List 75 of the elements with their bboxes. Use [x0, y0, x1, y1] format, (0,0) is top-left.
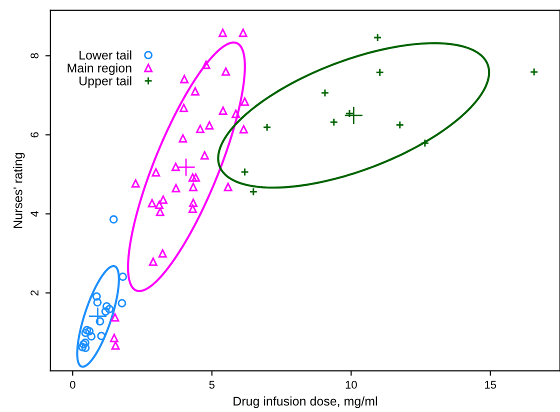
- point: [320, 88, 330, 98]
- point: [189, 182, 198, 192]
- point: [200, 151, 209, 160]
- point: [118, 298, 126, 308]
- point: [202, 60, 210, 70]
- point: [180, 74, 189, 84]
- point: [178, 134, 188, 143]
- point: [96, 317, 104, 326]
- point: [330, 118, 338, 126]
- point: [190, 87, 200, 96]
- point: [180, 104, 188, 112]
- point: [222, 67, 230, 76]
- legend-label: Main region: [68, 63, 132, 75]
- legend-label: Lower tail: [80, 50, 132, 60]
- point: [189, 198, 198, 208]
- point: [238, 28, 248, 38]
- point: [530, 68, 538, 76]
- point: [262, 123, 272, 132]
- point: [92, 292, 101, 301]
- point: [171, 162, 180, 172]
- y-tick-label: 4: [30, 211, 38, 217]
- point: [110, 313, 120, 322]
- point: [82, 326, 92, 334]
- point: [87, 332, 96, 341]
- x-tick-label: 10: [346, 380, 357, 389]
- point: [155, 200, 164, 210]
- y-axis-title: Nurses' rating: [13, 152, 25, 228]
- point: [196, 124, 204, 134]
- point: [118, 272, 128, 281]
- point: [240, 168, 250, 176]
- point: [81, 328, 90, 338]
- point: [97, 332, 106, 340]
- legend-label: Upper tail: [80, 76, 132, 88]
- point: [172, 184, 180, 192]
- point: [192, 173, 200, 182]
- point: [232, 110, 240, 118]
- point: [156, 208, 164, 216]
- x-axis-title: Drug infusion dose, mg/ml: [234, 396, 377, 408]
- point: [420, 138, 430, 148]
- x-tick-label: 15: [485, 380, 496, 389]
- point: [188, 173, 197, 182]
- point: [188, 204, 197, 213]
- point: [218, 106, 228, 115]
- point: [205, 121, 214, 130]
- point: [105, 304, 114, 314]
- x-tick-label: 5: [209, 380, 215, 389]
- point: [79, 340, 88, 349]
- point: [80, 338, 90, 347]
- point: [131, 179, 140, 188]
- y-tick-label: 6: [30, 132, 38, 138]
- x-tick-label: 0: [70, 380, 76, 389]
- point: [224, 182, 232, 192]
- point: [158, 249, 167, 258]
- point: [218, 28, 228, 38]
- point: [110, 334, 118, 342]
- point: [109, 215, 118, 224]
- y-tick-label: 8: [30, 53, 38, 58]
- point: [240, 97, 250, 106]
- point: [102, 302, 111, 311]
- point: [85, 327, 94, 336]
- point: [396, 120, 404, 130]
- point: [111, 341, 120, 350]
- point: [239, 125, 248, 134]
- point: [373, 33, 382, 42]
- point: [81, 344, 90, 352]
- point: [78, 342, 87, 352]
- point: [158, 195, 168, 204]
- point: [152, 168, 160, 177]
- point: [148, 257, 158, 266]
- y-tick-label: 2: [30, 290, 38, 296]
- point: [101, 307, 110, 316]
- point: [376, 68, 384, 77]
- point: [148, 198, 156, 208]
- point: [249, 188, 258, 196]
- point: [93, 298, 102, 307]
